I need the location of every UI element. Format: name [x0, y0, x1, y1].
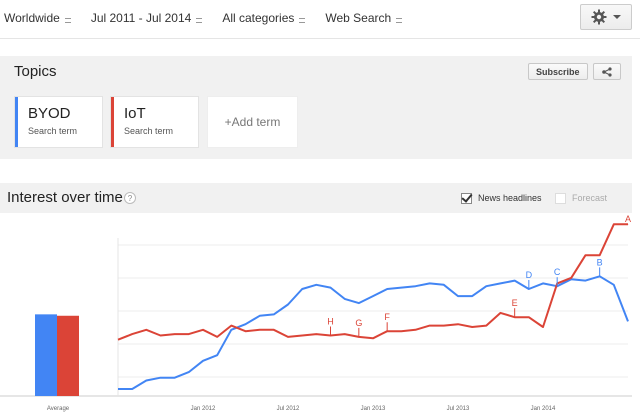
filter-category[interactable]: All categories	[222, 11, 306, 25]
gear-icon	[591, 9, 607, 25]
news-headlines-label: News headlines	[478, 193, 542, 203]
help-icon[interactable]: ?	[124, 192, 136, 204]
dropdown-icon	[64, 17, 71, 23]
topic-term-iot[interactable]: IoT Search term	[110, 96, 199, 148]
average-bar-byod	[35, 314, 57, 396]
news-marker-h[interactable]: H	[327, 316, 334, 326]
news-marker-c[interactable]: C	[554, 267, 561, 277]
divider	[0, 38, 640, 39]
news-marker-a[interactable]: A	[625, 214, 631, 224]
filter-region-label: Worldwide	[4, 11, 60, 25]
filter-search-type-label: Web Search	[325, 11, 392, 25]
news-marker-d[interactable]: D	[526, 270, 533, 280]
series-color-swatch	[111, 97, 114, 147]
series-line-byod	[118, 275, 629, 390]
topic-term-byod[interactable]: BYOD Search term	[14, 96, 103, 148]
filter-date-range[interactable]: Jul 2011 - Jul 2014	[91, 11, 203, 25]
topics-panel: Topics	[0, 56, 632, 159]
interest-over-time-chart: Average Jan 2012 Jul 2012 Jan 2013 Jul 2013 J…	[0, 214, 632, 412]
news-marker-g[interactable]: G	[355, 318, 362, 328]
average-label: Average	[47, 406, 70, 412]
share-button[interactable]	[593, 63, 621, 80]
x-tick-label: Jul 2013	[447, 406, 470, 412]
filter-date-range-label: Jul 2011 - Jul 2014	[90, 11, 192, 25]
series-line-iot	[117, 223, 628, 341]
interest-over-time-header: Interest over time ? News headlines Fore…	[0, 183, 632, 213]
settings-button[interactable]	[580, 4, 632, 30]
x-tick-label: Jan 2012	[191, 406, 216, 412]
section-title: Interest over time	[7, 189, 123, 206]
topic-term-type: Search term	[124, 126, 174, 136]
dropdown-icon	[396, 17, 403, 23]
filter-region[interactable]: Worldwide	[4, 11, 71, 25]
x-tick-label: Jan 2013	[361, 406, 386, 412]
news-marker-e[interactable]: E	[512, 298, 518, 308]
x-tick-label: Jan 2014	[531, 406, 556, 412]
forecast-label: Forecast	[572, 193, 608, 203]
filter-category-label: All categories	[222, 11, 295, 25]
topics-title: Topics	[14, 63, 57, 80]
chevron-down-icon	[613, 15, 621, 19]
add-term-button[interactable]: +Add term	[207, 96, 298, 148]
filter-bar: Worldwide Jul 2011 - Jul 2014 All catego…	[0, 0, 640, 36]
dropdown-icon	[196, 17, 203, 23]
news-marker-f[interactable]: F	[384, 312, 390, 322]
topic-term-name: IoT	[124, 105, 146, 122]
share-icon	[602, 66, 612, 77]
news-headlines-checkbox[interactable]	[461, 193, 472, 204]
x-tick-label: Jul 2012	[277, 406, 300, 412]
filter-search-type[interactable]: Web Search	[325, 11, 403, 25]
average-bar-iot	[57, 315, 79, 396]
dropdown-icon	[299, 17, 306, 23]
series-color-swatch	[15, 97, 18, 147]
subscribe-button[interactable]: Subscribe	[528, 63, 588, 80]
news-marker-b[interactable]: B	[597, 257, 603, 267]
topic-term-name: BYOD	[28, 105, 71, 122]
forecast-checkbox[interactable]	[555, 193, 566, 204]
topic-term-type: Search term	[28, 126, 78, 136]
